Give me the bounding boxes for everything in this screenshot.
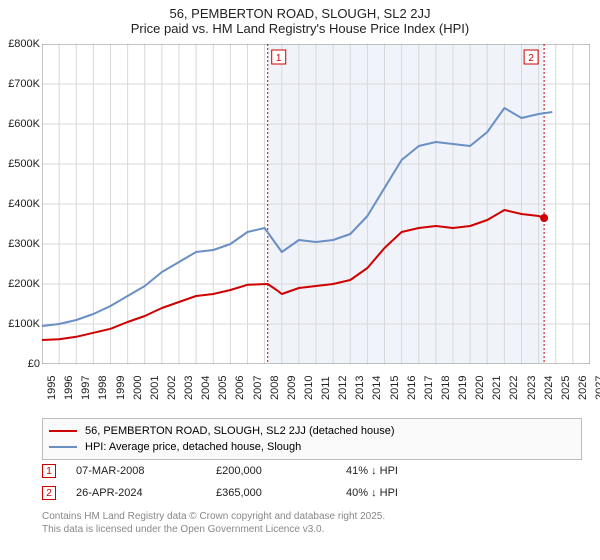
x-tick-label: 2013 xyxy=(354,376,366,400)
x-axis-labels: 1995 1996 1997 1998 1999 2000 2001 2002 2003 2004… xyxy=(42,368,590,418)
txn-pct: 40% ↓ HPI xyxy=(346,487,466,499)
transaction-table: 1 07-MAR-2008 £200,000 41% ↓ HPI 2 26-AP… xyxy=(42,460,582,504)
title-subtitle: Price paid vs. HM Land Registry's House … xyxy=(0,21,600,36)
title-address: 56, PEMBERTON ROAD, SLOUGH, SL2 2JJ xyxy=(0,6,600,21)
footer-line1: Contains HM Land Registry data © Crown c… xyxy=(42,510,582,523)
x-tick-label: 2010 xyxy=(303,376,315,400)
x-tick-label: 1996 xyxy=(63,376,75,400)
x-tick-label: 2020 xyxy=(474,376,486,400)
x-tick-label: 1998 xyxy=(97,376,109,400)
title-block: 56, PEMBERTON ROAD, SLOUGH, SL2 2JJ Pric… xyxy=(0,0,600,36)
x-tick-label: 2002 xyxy=(166,376,178,400)
chart-plot-area: 12 xyxy=(42,44,590,364)
x-tick-label: 2019 xyxy=(457,376,469,400)
y-tick-label: £700K xyxy=(4,78,40,90)
x-tick-label: 1997 xyxy=(80,376,92,400)
x-tick-label: 2026 xyxy=(577,376,589,400)
x-tick-label: 2021 xyxy=(491,376,503,400)
x-tick-label: 2008 xyxy=(269,376,281,400)
svg-text:1: 1 xyxy=(276,53,282,64)
legend-row: HPI: Average price, detached house, Slou… xyxy=(49,439,575,455)
txn-pct: 41% ↓ HPI xyxy=(346,465,466,477)
txn-date: 26-APR-2024 xyxy=(76,487,216,499)
legend-label-hpi: HPI: Average price, detached house, Slou… xyxy=(85,441,301,453)
x-tick-label: 2023 xyxy=(526,376,538,400)
x-tick-label: 2016 xyxy=(406,376,418,400)
txn-date: 07-MAR-2008 xyxy=(76,465,216,477)
txn-price: £365,000 xyxy=(216,487,346,499)
table-row: 2 26-APR-2024 £365,000 40% ↓ HPI xyxy=(42,482,582,504)
x-tick-label: 2015 xyxy=(389,376,401,400)
x-tick-label: 2022 xyxy=(508,376,520,400)
legend-row: 56, PEMBERTON ROAD, SLOUGH, SL2 2JJ (det… xyxy=(49,423,575,439)
chart-svg: 12 xyxy=(42,44,590,364)
x-tick-label: 2009 xyxy=(286,376,298,400)
legend-label-price: 56, PEMBERTON ROAD, SLOUGH, SL2 2JJ (det… xyxy=(85,425,395,437)
x-tick-label: 2001 xyxy=(149,376,161,400)
svg-text:2: 2 xyxy=(528,53,534,64)
x-tick-label: 2027 xyxy=(594,376,600,400)
y-tick-label: £0 xyxy=(4,358,40,370)
x-tick-label: 2006 xyxy=(234,376,246,400)
x-tick-label: 2025 xyxy=(560,376,572,400)
y-tick-label: £200K xyxy=(4,278,40,290)
footer-attribution: Contains HM Land Registry data © Crown c… xyxy=(42,510,582,536)
x-tick-label: 1995 xyxy=(46,376,58,400)
y-tick-label: £600K xyxy=(4,118,40,130)
x-tick-label: 2007 xyxy=(252,376,264,400)
x-tick-label: 2004 xyxy=(200,376,212,400)
txn-price: £200,000 xyxy=(216,465,346,477)
legend-swatch-hpi xyxy=(49,446,77,448)
x-tick-label: 2003 xyxy=(183,376,195,400)
x-tick-label: 1999 xyxy=(115,376,127,400)
legend-swatch-price xyxy=(49,430,77,432)
x-tick-label: 2017 xyxy=(423,376,435,400)
legend-box: 56, PEMBERTON ROAD, SLOUGH, SL2 2JJ (det… xyxy=(42,418,582,460)
x-tick-label: 2024 xyxy=(543,376,555,400)
x-tick-label: 2000 xyxy=(132,376,144,400)
marker-badge-2: 2 xyxy=(42,486,56,500)
y-tick-label: £500K xyxy=(4,158,40,170)
y-tick-label: £100K xyxy=(4,318,40,330)
x-tick-label: 2014 xyxy=(371,376,383,400)
y-tick-label: £800K xyxy=(4,38,40,50)
x-tick-label: 2005 xyxy=(217,376,229,400)
x-tick-label: 2011 xyxy=(320,376,332,400)
x-tick-label: 2012 xyxy=(337,376,349,400)
footer-line2: This data is licensed under the Open Gov… xyxy=(42,523,582,536)
table-row: 1 07-MAR-2008 £200,000 41% ↓ HPI xyxy=(42,460,582,482)
marker-badge-1: 1 xyxy=(42,464,56,478)
y-tick-label: £400K xyxy=(4,198,40,210)
chart-container: 56, PEMBERTON ROAD, SLOUGH, SL2 2JJ Pric… xyxy=(0,0,600,560)
y-tick-label: £300K xyxy=(4,238,40,250)
x-tick-label: 2018 xyxy=(440,376,452,400)
